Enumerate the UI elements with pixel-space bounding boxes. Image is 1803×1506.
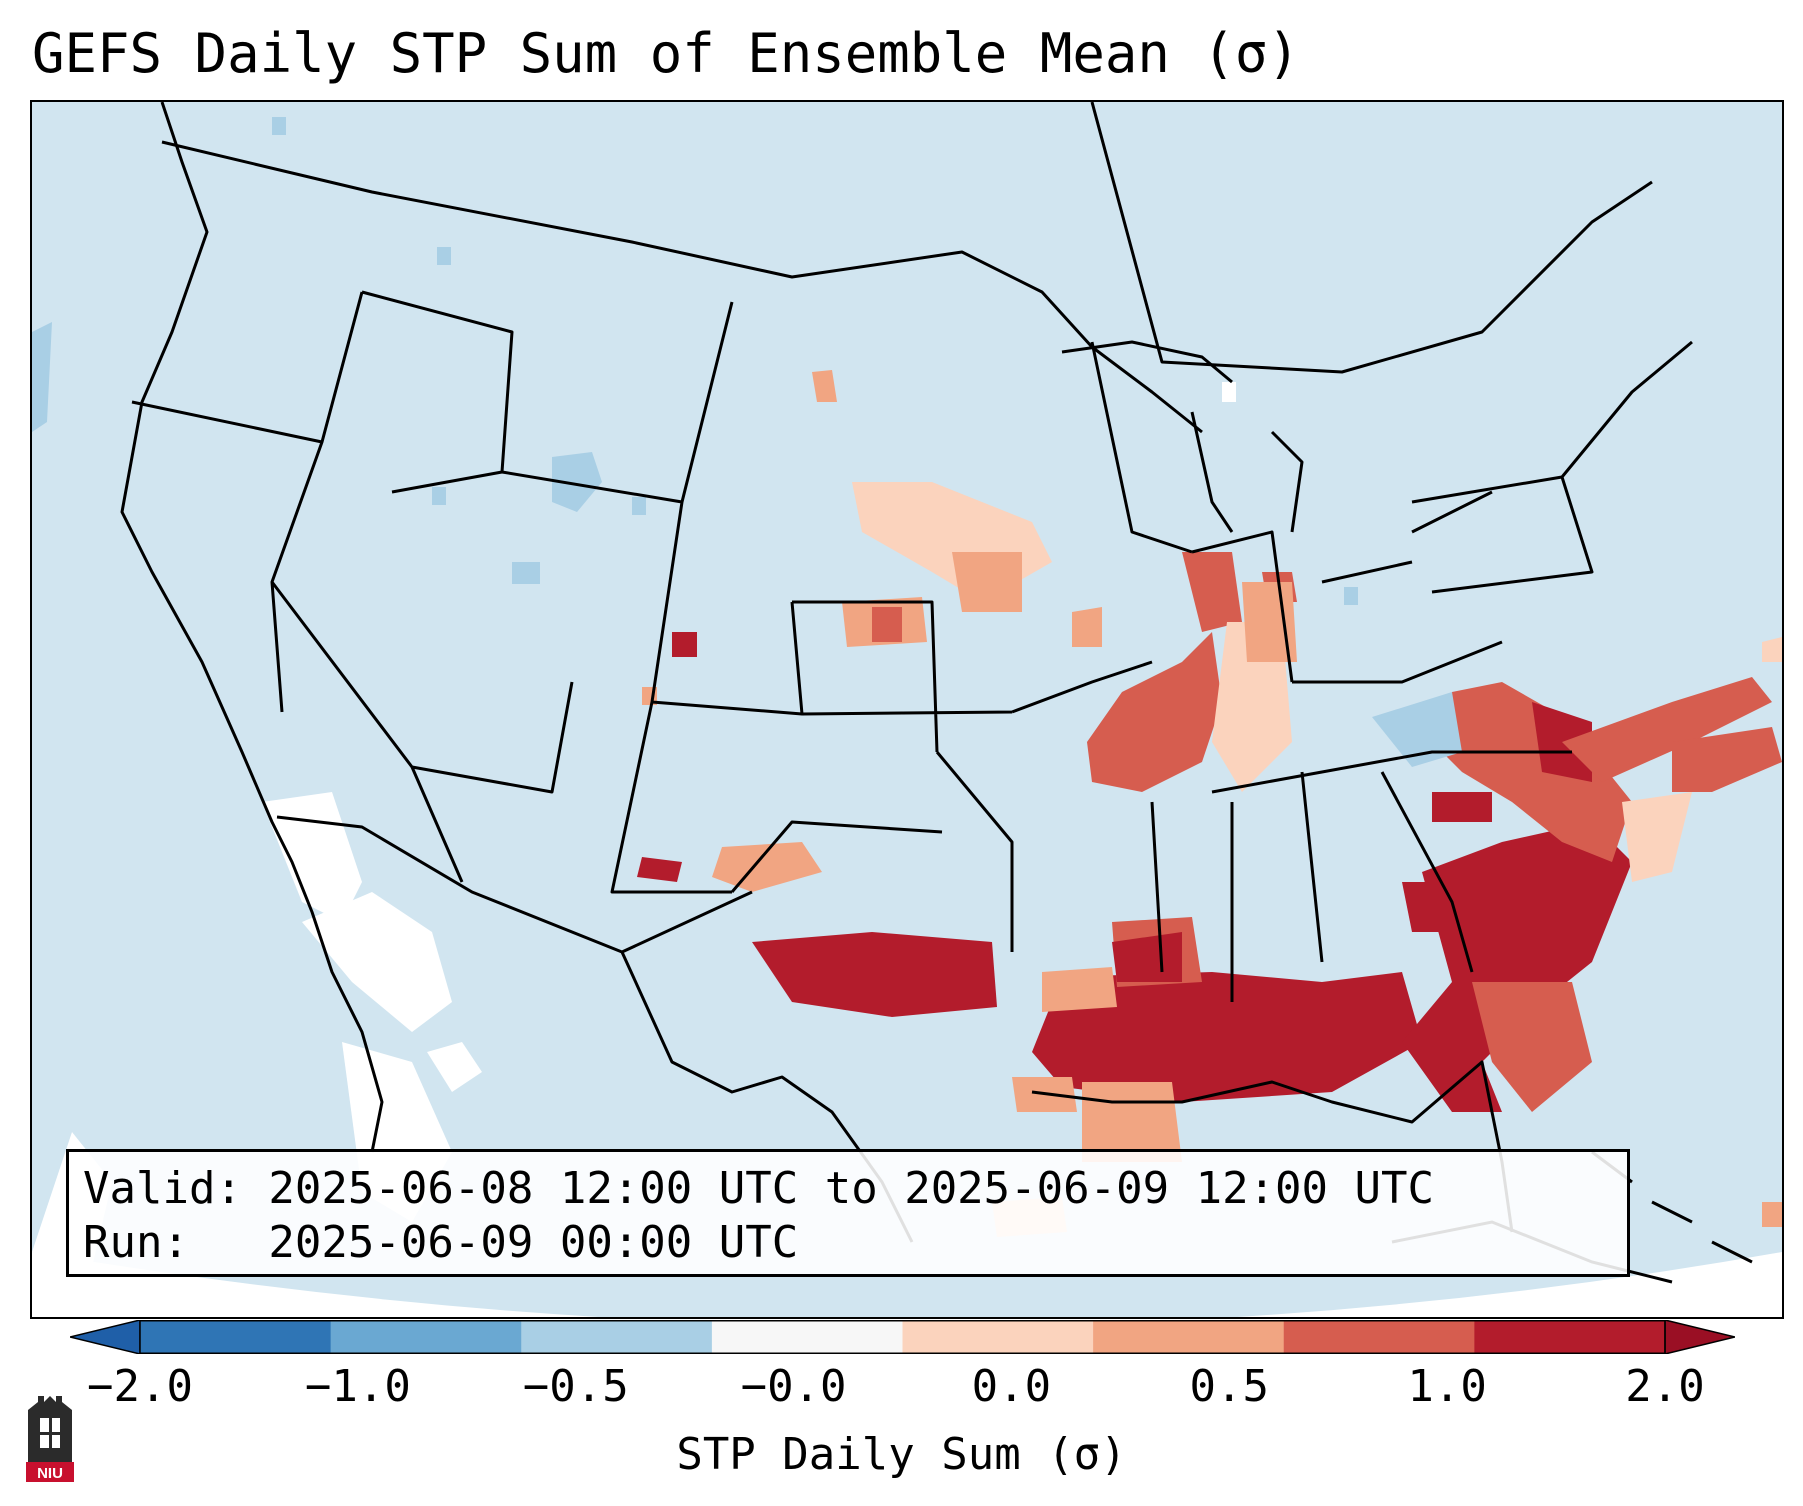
negative-patch [272,117,286,135]
niu-logo: NIU [26,1396,74,1482]
us-canada-border [161,140,1203,434]
colorbar-label: STP Daily Sum (σ) [676,1429,1127,1480]
valid-run-info-box: Valid: 2025-06-08 12:00 UTC to 2025-06-0… [66,1149,1630,1277]
anomaly-patch [672,632,697,657]
colorbar-segments [70,1320,1735,1354]
anomaly-patch [1432,682,1632,862]
anomaly-patch [1182,552,1242,632]
colorbar-segment [902,1320,1094,1354]
great-lakes [1061,340,1493,584]
colorbar-segment [140,1320,332,1354]
negative-patch [1372,692,1462,767]
colorbar-segment [521,1320,713,1354]
colorbar-tick-label: 2.0 [1625,1361,1705,1412]
negative-patch [32,322,52,432]
anomaly-patch [1672,727,1782,792]
neutral-patch [427,1042,482,1092]
colorbar-tick-label: 0.0 [971,1361,1052,1412]
colorbar-segment [1283,1320,1475,1354]
colorbar-extend-low [70,1320,141,1354]
state-lines [131,290,1693,1002]
colorbar [70,1320,1735,1354]
negative-patch [512,562,540,584]
coastline [120,102,1653,1243]
anomaly-patch [1762,1202,1782,1227]
run-time-text: Run: 2025-06-09 00:00 UTC [83,1217,799,1268]
anomaly-patch [1112,932,1182,982]
anomaly-patch [1242,582,1297,662]
negative-anomaly-layer [32,117,1462,767]
colorbar-outline [139,1320,1666,1354]
negative-patch [437,247,451,265]
anomaly-patch [952,552,1022,612]
anomaly-patch [637,857,682,882]
map-panel [30,100,1784,1319]
anomaly-patch [1042,967,1117,1012]
colorbar-tick-label: −0.0 [740,1361,847,1412]
colorbar-tick-label: −2.0 [87,1361,193,1412]
colorbar-tick-label: 0.5 [1189,1361,1270,1412]
colorbar-tick-label: −0.5 [522,1361,629,1412]
colorbar-segment [330,1320,522,1354]
anomaly-patch [1402,822,1632,1112]
colorbar-segment [1474,1320,1666,1354]
colorbar-extend-high [1664,1320,1735,1354]
anomaly-patch [1032,972,1422,1102]
anomaly-patch [1072,607,1102,647]
anomaly-patch [1762,637,1782,662]
anomaly-patch [1432,792,1492,822]
anomaly-patch [752,932,997,1017]
anomaly-patch [1562,677,1772,782]
anomaly-patch [1472,982,1592,1112]
colorbar-tick-label: 1.0 [1407,1361,1487,1412]
valid-time-text: Valid: 2025-06-08 12:00 UTC to 2025-06-0… [83,1163,1435,1214]
colorbar-segment [1093,1320,1285,1354]
boundary-lines [120,102,1693,1243]
anomaly-patch [872,607,902,642]
colorbar-segment [711,1320,903,1354]
negative-patch [552,452,602,512]
anomaly-patch [1212,622,1292,792]
anomaly-patch [1622,792,1692,882]
neutral-patch [1222,382,1236,402]
negative-patch [432,487,446,505]
negative-patch [632,497,646,515]
anomaly-patch [1087,632,1222,792]
stp-map [32,102,1782,1317]
logo-text: NIU [37,1465,63,1482]
anomaly-patch [712,842,822,892]
neutral-patch [302,892,452,1032]
negative-patch [1344,587,1358,605]
logo-window-icon [49,1418,52,1448]
chart-title: GEFS Daily STP Sum of Ensemble Mean (σ) [32,22,1300,85]
anomaly-patch [812,370,837,402]
colorbar-tick-label: −1.0 [304,1361,411,1412]
logo-banner-icon [26,1462,74,1482]
